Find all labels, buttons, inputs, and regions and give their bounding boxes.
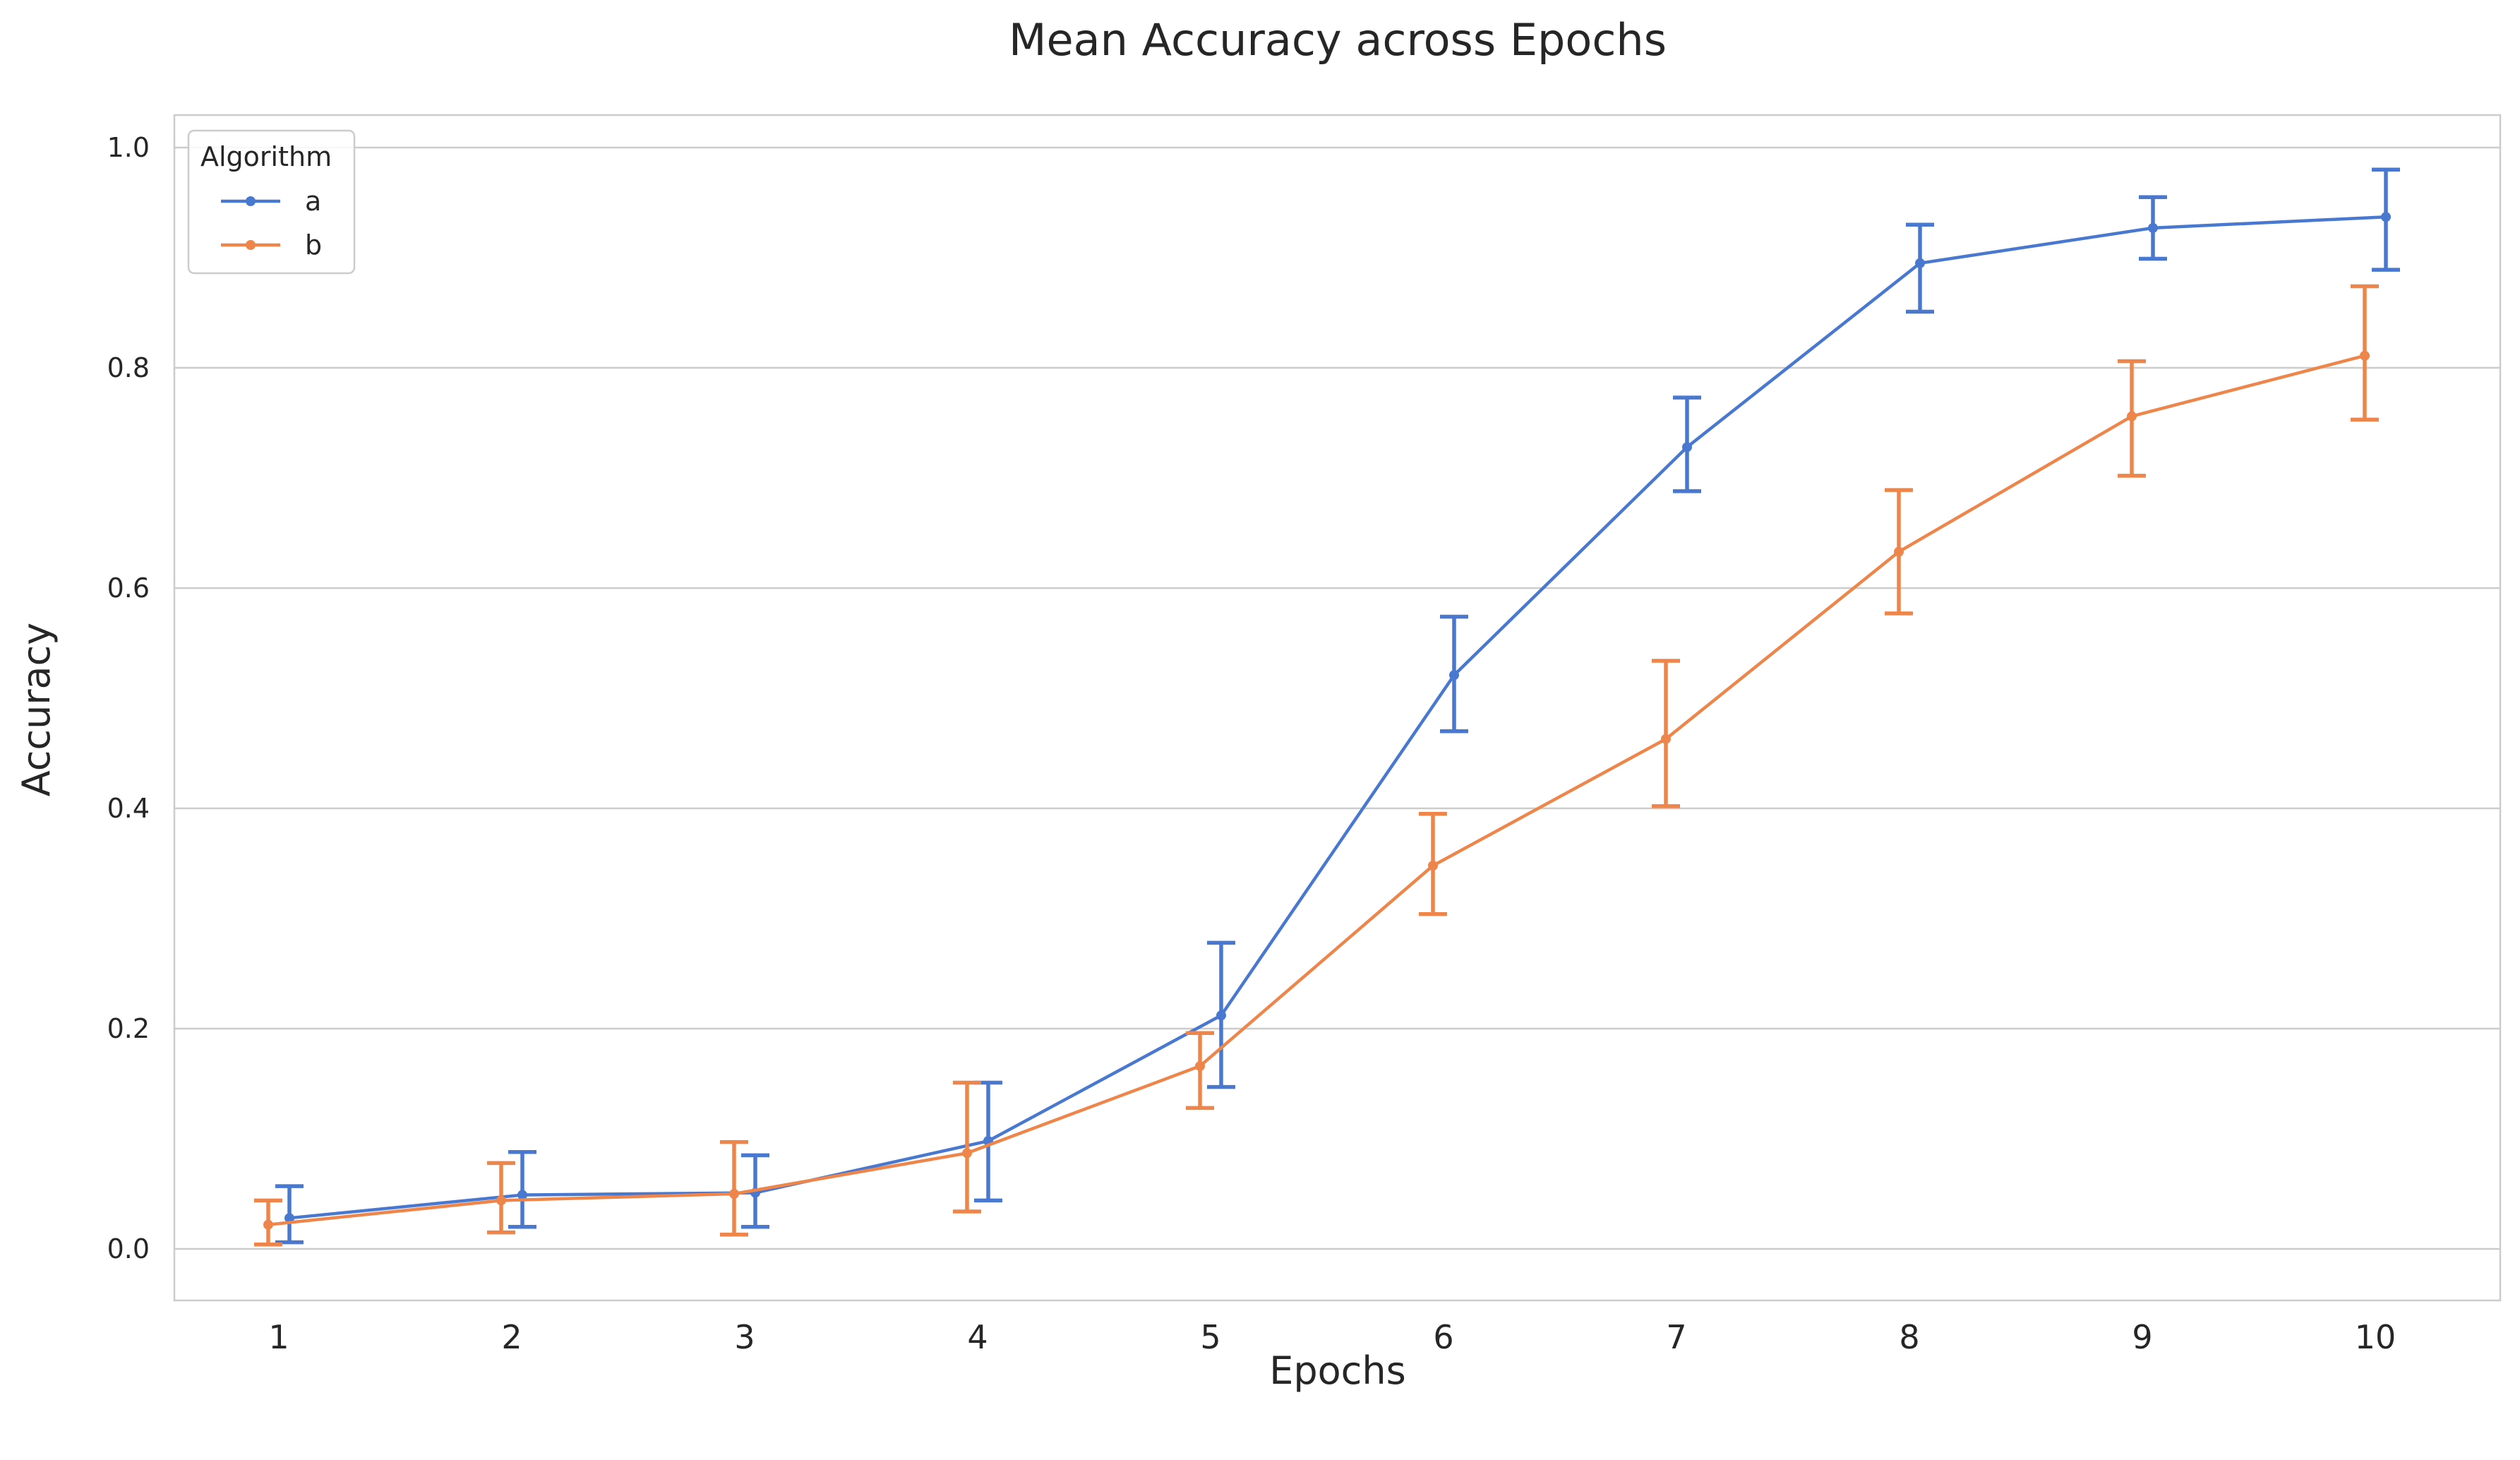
legend-label-a: a — [305, 186, 321, 217]
legend-label-b: b — [305, 229, 322, 261]
x-axis-ticks: 1 2 3 4 5 6 7 8 9 10 — [268, 1318, 2396, 1356]
y-axis-ticks: 0.0 0.2 0.4 0.6 0.8 1.0 — [107, 132, 150, 1264]
y-tick-label: 1.0 — [107, 132, 150, 163]
legend: Algorithm ab — [187, 129, 356, 275]
data-point — [1661, 734, 1671, 744]
x-tick-label: 1 — [268, 1318, 289, 1356]
chart-title: Mean Accuracy across Epochs — [1009, 14, 1667, 66]
data-point — [962, 1148, 972, 1159]
data-point — [1449, 670, 1459, 681]
x-tick-label: 7 — [1666, 1318, 1686, 1356]
x-tick-label: 10 — [2355, 1318, 2396, 1356]
data-point — [1195, 1061, 1205, 1072]
x-tick-label: 6 — [1433, 1318, 1453, 1356]
data-point — [284, 1213, 294, 1223]
y-axis-label: Accuracy — [14, 623, 59, 797]
data-point — [2360, 350, 2370, 361]
x-tick-label: 9 — [2132, 1318, 2152, 1356]
data-point — [729, 1189, 739, 1199]
x-tick-label: 8 — [1899, 1318, 1919, 1356]
series-line-a — [289, 215, 2387, 1220]
x-tick-label: 3 — [734, 1318, 755, 1356]
data-point — [2127, 411, 2137, 421]
y-tick-label: 0.8 — [107, 352, 150, 383]
y-tick-label: 0.0 — [107, 1233, 150, 1264]
x-tick-label: 4 — [967, 1318, 988, 1356]
legend-marker-a — [246, 196, 256, 206]
data-point — [1428, 861, 1438, 871]
legend-title: Algorithm — [200, 141, 332, 172]
y-tick-label: 0.4 — [107, 793, 150, 824]
data-point — [1682, 442, 1692, 453]
data-point — [2381, 212, 2391, 222]
y-tick-label: 0.2 — [107, 1013, 150, 1044]
data-point — [496, 1195, 506, 1206]
data-point — [1216, 1010, 1226, 1021]
data-point — [2148, 222, 2158, 233]
series-line-b — [268, 354, 2365, 1226]
series-b — [254, 284, 2379, 1247]
legend-marker-b — [246, 240, 256, 250]
data-series — [254, 167, 2400, 1247]
x-tick-label: 2 — [501, 1318, 522, 1356]
data-point — [517, 1190, 527, 1200]
x-axis-label: Epochs — [1269, 1348, 1405, 1393]
data-point — [1915, 258, 1925, 268]
x-tick-label: 5 — [1200, 1318, 1220, 1356]
gridlines — [174, 146, 2500, 1250]
data-point — [263, 1219, 273, 1230]
y-tick-label: 0.6 — [107, 573, 150, 604]
data-point — [1894, 546, 1904, 557]
series-a — [275, 167, 2400, 1245]
plot-frame — [173, 114, 2502, 1302]
